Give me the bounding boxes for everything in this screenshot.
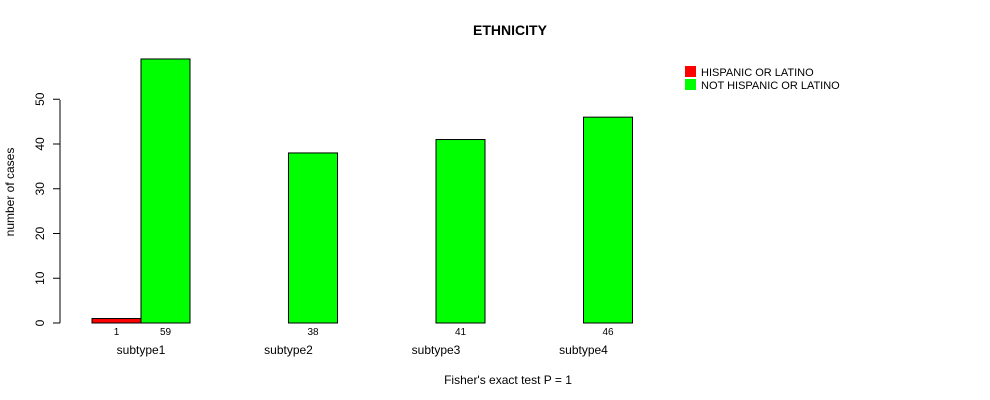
- category-labels-group: subtype1 subtype2 subtype3 subtype4: [117, 343, 609, 357]
- y-tick-label: 40: [33, 137, 47, 151]
- bar: [435, 139, 486, 324]
- category-label: subtype2: [264, 343, 313, 357]
- category-label: subtype3: [412, 343, 461, 357]
- y-axis-ticks: 0 10 20 30 40 50: [33, 92, 60, 326]
- y-tick-label: 0: [33, 319, 47, 326]
- bar: [140, 58, 191, 324]
- legend-swatch: [685, 79, 696, 90]
- category-label: subtype1: [117, 343, 166, 357]
- x-axis-label: Fisher's exact test P = 1: [444, 373, 572, 387]
- y-tick-label: 50: [33, 92, 47, 106]
- chart-title: ETHNICITY: [473, 22, 548, 38]
- y-axis-label: number of cases: [3, 148, 17, 237]
- legend-label: HISPANIC OR LATINO: [701, 67, 814, 79]
- bar: [583, 116, 633, 324]
- data-label: 41: [455, 327, 467, 338]
- y-tick-label: 30: [33, 182, 47, 196]
- data-label: 46: [602, 327, 614, 338]
- data-label: 1: [114, 327, 120, 338]
- y-tick-label: 20: [33, 227, 47, 241]
- bar: [91, 318, 142, 324]
- category-label: subtype4: [559, 343, 608, 357]
- legend-swatch: [685, 66, 696, 77]
- data-label: 59: [160, 327, 172, 338]
- bars-group: [91, 58, 633, 324]
- bar: [288, 152, 338, 324]
- y-tick-label: 10: [33, 271, 47, 285]
- legend-label: NOT HISPANIC OR LATINO: [701, 80, 840, 92]
- data-label: 38: [307, 327, 319, 338]
- data-labels-group: 1 59 38 41 46: [114, 327, 614, 338]
